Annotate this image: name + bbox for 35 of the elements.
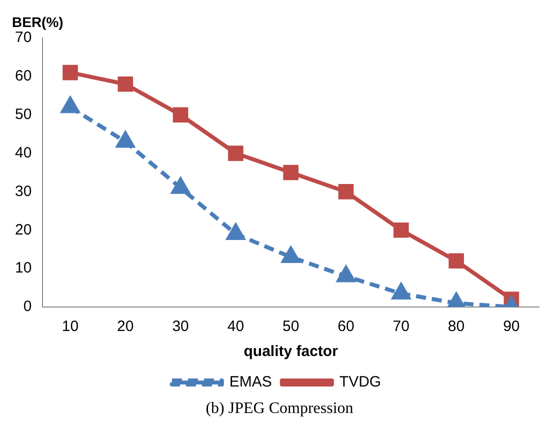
- x-tick-label: 90: [503, 318, 520, 336]
- point: [337, 266, 355, 282]
- y-tick-label: 60: [14, 68, 32, 85]
- y-tick-label: 70: [14, 29, 32, 46]
- y-axis-title: BER(%): [12, 14, 64, 30]
- y-tick-label: 50: [14, 106, 32, 123]
- x-tick-label: 10: [62, 318, 79, 336]
- x-tick-label: 40: [227, 318, 244, 336]
- x-tick-label: 70: [392, 318, 410, 336]
- point: [172, 178, 190, 194]
- point: [283, 164, 298, 180]
- text: (b) JPEG Compression: [204, 400, 354, 418]
- x-tick-label: 50: [282, 318, 300, 336]
- x-tick-label: 20: [117, 318, 134, 336]
- legend-label: EMAS: [229, 374, 272, 391]
- point: [62, 64, 78, 80]
- point: [116, 132, 134, 148]
- point: [282, 247, 300, 264]
- y-tick-label: 20: [14, 221, 32, 238]
- x-tick-label: 30: [172, 318, 189, 336]
- y-tick-label: 30: [14, 182, 32, 200]
- point: [226, 224, 245, 240]
- x-tick-label: 80: [448, 318, 465, 336]
- x-axis-title: quality factor: [244, 343, 338, 360]
- y-tick-label: 10: [14, 260, 32, 277]
- x-tick-label: 60: [338, 318, 354, 336]
- point: [338, 184, 354, 200]
- legend-label: TVDG: [339, 374, 382, 391]
- point: [393, 222, 409, 238]
- point: [118, 76, 134, 92]
- point: [392, 284, 410, 300]
- point: [172, 107, 188, 123]
- y-tick-label: 0: [23, 298, 32, 316]
- point: [228, 146, 244, 161]
- y-tick-label: 40: [14, 144, 32, 162]
